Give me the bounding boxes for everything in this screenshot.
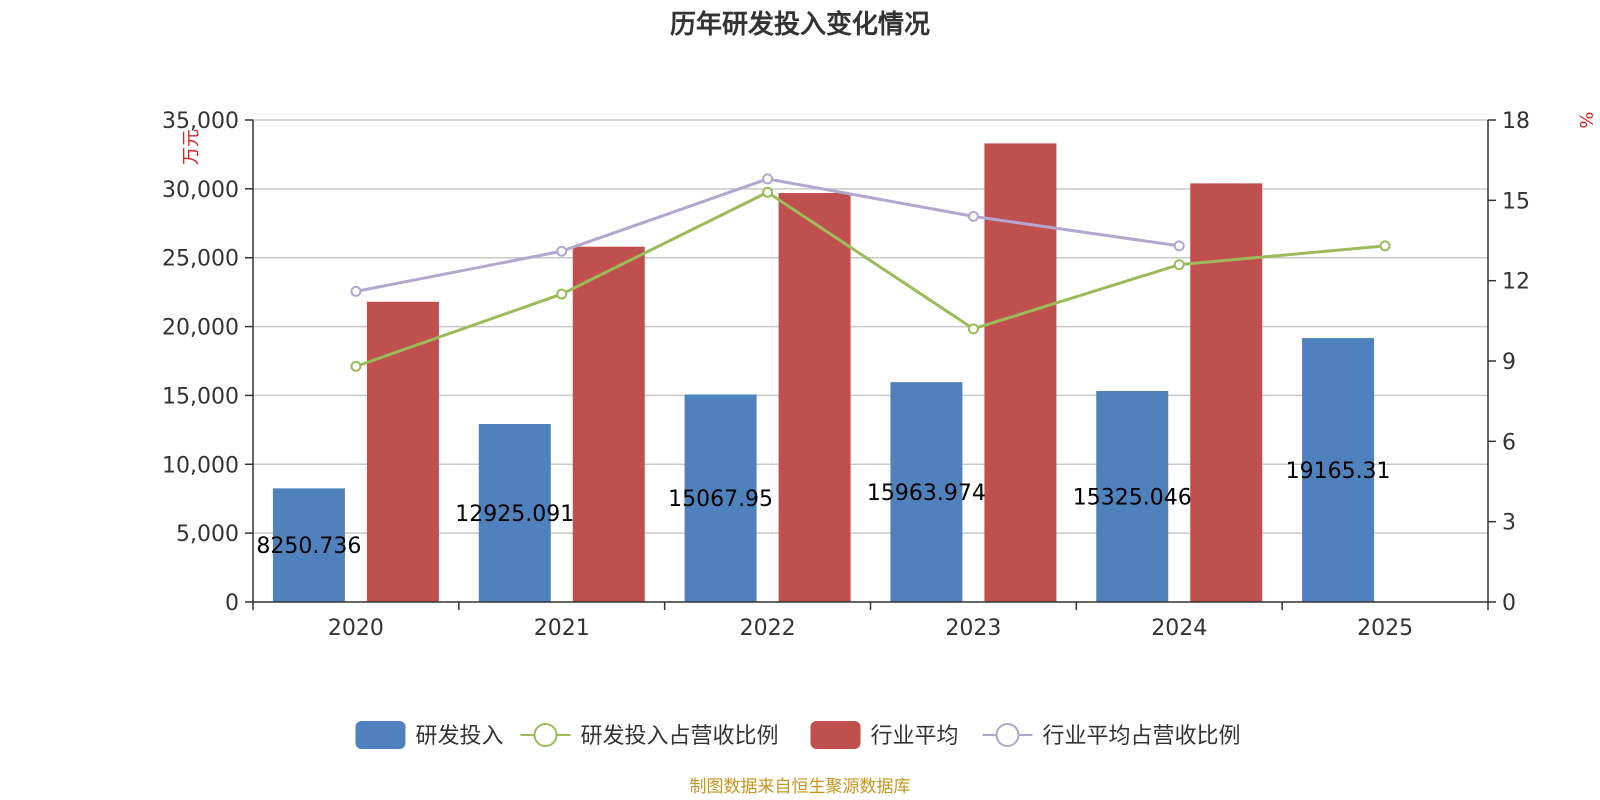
right-tick-label: 9 <box>1502 350 1516 375</box>
legend-item: 行业平均占营收比例 <box>982 723 1241 749</box>
bar-rd-investment <box>1096 390 1169 602</box>
line-layer <box>350 173 1391 372</box>
x-tick-label: 2025 <box>1357 616 1413 641</box>
bar-data-label: 15067.95 <box>668 487 773 512</box>
legend: 研发投入 研发投入占营收比例 行业平均 行业平均占营收比例 <box>355 721 1241 749</box>
line-point <box>1173 259 1185 271</box>
line-point <box>967 210 979 222</box>
legend-label: 研发投入 <box>416 724 504 749</box>
legend-item: 研发投入 <box>355 721 504 749</box>
left-tick-label: 35,000 <box>162 109 239 134</box>
left-tick-label: 0 <box>225 591 239 616</box>
legend-swatch-marker <box>995 723 1020 747</box>
chart-title: 历年研发投入变化情况 <box>670 9 930 40</box>
axes: 0 5,000 10,000 15,000 20,000 25,000 30,000 35,0… <box>162 109 1530 641</box>
right-tick-label: 3 <box>1502 511 1516 536</box>
source-note: 制图数据来自恒生聚源数据库 <box>690 777 911 797</box>
right-tick-label: 15 <box>1502 189 1530 214</box>
legend-label: 行业平均占营收比例 <box>1043 724 1241 749</box>
left-axis-unit: 万元 <box>181 129 202 165</box>
bar-industry-average <box>778 192 851 602</box>
bar-industry-average <box>572 246 645 602</box>
left-tick-label: 10,000 <box>162 453 239 478</box>
bar-data-label: 19165.31 <box>1286 459 1391 484</box>
right-tick-label: 18 <box>1502 109 1530 134</box>
line-point <box>556 245 568 257</box>
line-point <box>967 323 979 335</box>
left-tick-label: 25,000 <box>162 247 239 272</box>
line-series-1 <box>355 190 1386 368</box>
line-point <box>350 360 362 372</box>
legend-swatch-marker <box>533 723 558 747</box>
legend-item: 研发投入占营收比例 <box>520 723 779 749</box>
legend-item: 行业平均 <box>810 721 959 749</box>
bar-layer <box>272 143 1375 602</box>
right-tick-label: 12 <box>1502 270 1530 295</box>
x-tick-label: 2023 <box>945 616 1001 641</box>
legend-swatch-bar <box>810 721 861 749</box>
line-point <box>762 173 774 185</box>
legend-swatch-bar <box>355 721 406 749</box>
x-tick-label: 2022 <box>740 616 796 641</box>
x-tick-label: 2021 <box>534 616 590 641</box>
bar-rd-investment <box>890 382 963 602</box>
x-tick-label: 2024 <box>1151 616 1207 641</box>
right-axis-unit: % <box>1575 111 1596 128</box>
bar-industry-average <box>984 143 1057 602</box>
line-point <box>1379 240 1391 252</box>
bar-rd-investment <box>1302 338 1375 602</box>
left-tick-label: 30,000 <box>162 178 239 203</box>
line-point <box>1173 240 1185 252</box>
data-label-layer: 8250.736 12925.091 15067.95 15963.974 15325.… <box>256 459 1390 559</box>
bar-data-label: 8250.736 <box>256 534 361 559</box>
line-point <box>762 186 774 198</box>
left-tick-label: 15,000 <box>162 384 239 409</box>
bar-data-label: 15963.974 <box>867 481 986 506</box>
bar-industry-average <box>366 301 439 602</box>
bar-industry-average <box>1190 183 1263 602</box>
left-tick-label: 20,000 <box>162 316 239 341</box>
legend-label: 行业平均 <box>871 724 959 749</box>
right-tick-label: 6 <box>1502 430 1516 455</box>
bar-rd-investment <box>684 394 757 602</box>
bar-rd-investment <box>478 424 551 602</box>
line-point <box>556 288 568 300</box>
left-tick-label: 5,000 <box>176 522 239 547</box>
x-tick-label: 2020 <box>328 616 384 641</box>
legend-label: 研发投入占营收比例 <box>581 724 779 749</box>
gridlines <box>253 119 1488 534</box>
bar-rd-investment <box>272 488 345 602</box>
right-tick-label: 0 <box>1502 591 1516 616</box>
bar-data-label: 12925.091 <box>455 502 574 527</box>
bar-data-label: 15325.046 <box>1073 485 1192 510</box>
line-point <box>350 285 362 297</box>
